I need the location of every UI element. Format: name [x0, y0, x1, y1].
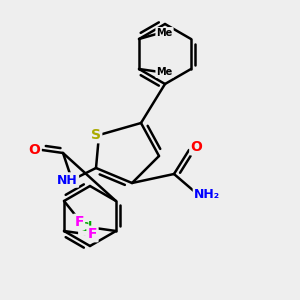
- Text: F: F: [88, 227, 97, 241]
- Text: NH₂: NH₂: [194, 188, 220, 202]
- Text: Cl: Cl: [80, 221, 93, 235]
- Text: F: F: [74, 215, 84, 229]
- Text: Me: Me: [156, 67, 172, 77]
- Text: S: S: [91, 128, 101, 142]
- Text: O: O: [28, 143, 40, 157]
- Text: O: O: [190, 140, 202, 154]
- Text: Me: Me: [156, 28, 172, 38]
- Text: NH: NH: [57, 173, 78, 187]
